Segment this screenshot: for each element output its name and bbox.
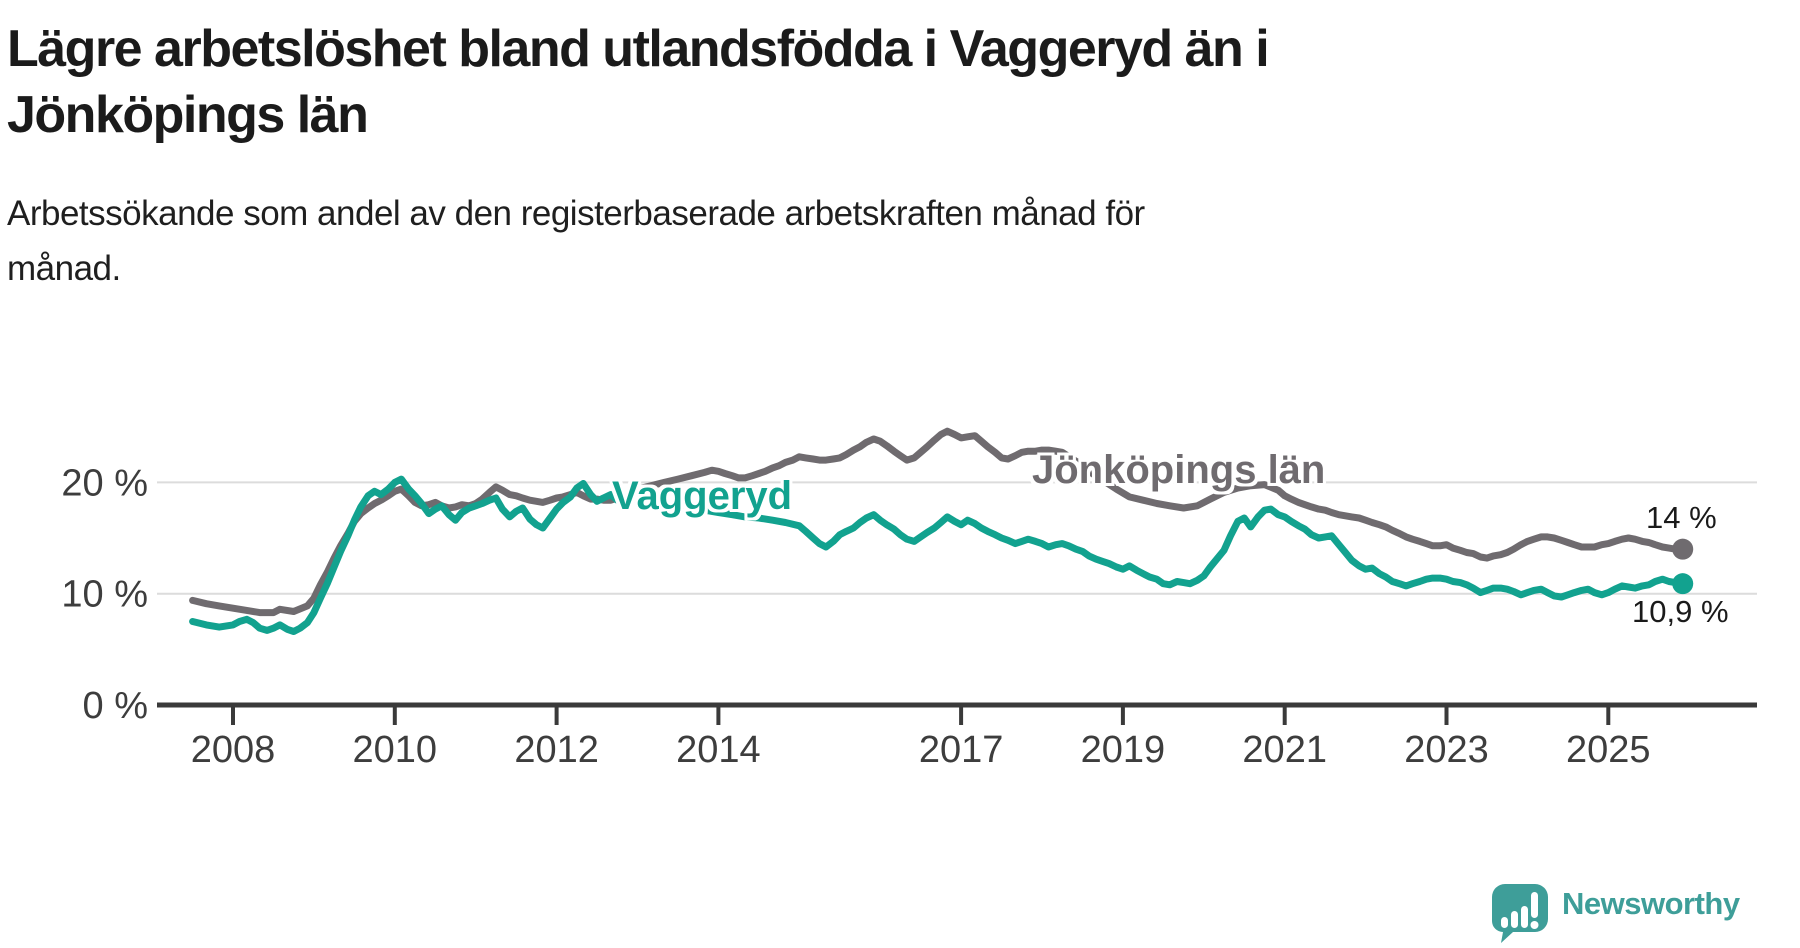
y-tick-label-10: 10 % [61,574,148,616]
series-end-dot-j-nk-pings-l-n [1672,538,1694,560]
end-value-label-vaggeryd: 10,9 % [1632,594,1729,629]
page-title: Lägre arbetslöshet bland utlandsfödda i … [7,16,1707,148]
x-tick-label-2019: 2019 [1081,729,1166,771]
series-line-vaggeryd [189,475,1687,635]
x-tick-label-2012: 2012 [514,729,599,771]
newsworthy-logo-icon [1492,884,1548,943]
subtitle-line-1: Arbetssökande som andel av den registerb… [7,194,1145,233]
x-tick-label-2008: 2008 [191,729,276,771]
end-value-label-jonkopings-lan: 14 % [1646,500,1717,535]
series-label-jonkopings-lan: Jönköpings län [1032,448,1326,492]
x-tick-label-2023: 2023 [1404,729,1489,771]
series-end-dot-vaggeryd [1672,573,1694,595]
title-line-1: Lägre arbetslöshet bland utlandsfödda i … [7,20,1270,78]
x-tick-label-2025: 2025 [1566,729,1651,771]
brand-wordmark: Newsworthy [1562,886,1740,921]
y-tick-label-20: 20 % [61,462,148,504]
series-label-vaggeryd: Vaggeryd [612,474,793,518]
x-tick-label-2010: 2010 [353,729,438,771]
y-tick-label-0: 0 % [83,685,148,727]
x-tick-label-2014: 2014 [676,729,761,771]
x-tick-label-2017: 2017 [919,729,1004,771]
subtitle-line-2: månad. [7,249,121,288]
newsworthy-branding: Newsworthy [1492,884,1740,943]
title-line-2: Jönköpings län [7,86,369,144]
x-tick-label-2021: 2021 [1242,729,1327,771]
chart-subtitle: Arbetssökande som andel av den registerb… [7,186,1707,296]
series-line-j-nk-pings-l-n [189,427,1687,617]
